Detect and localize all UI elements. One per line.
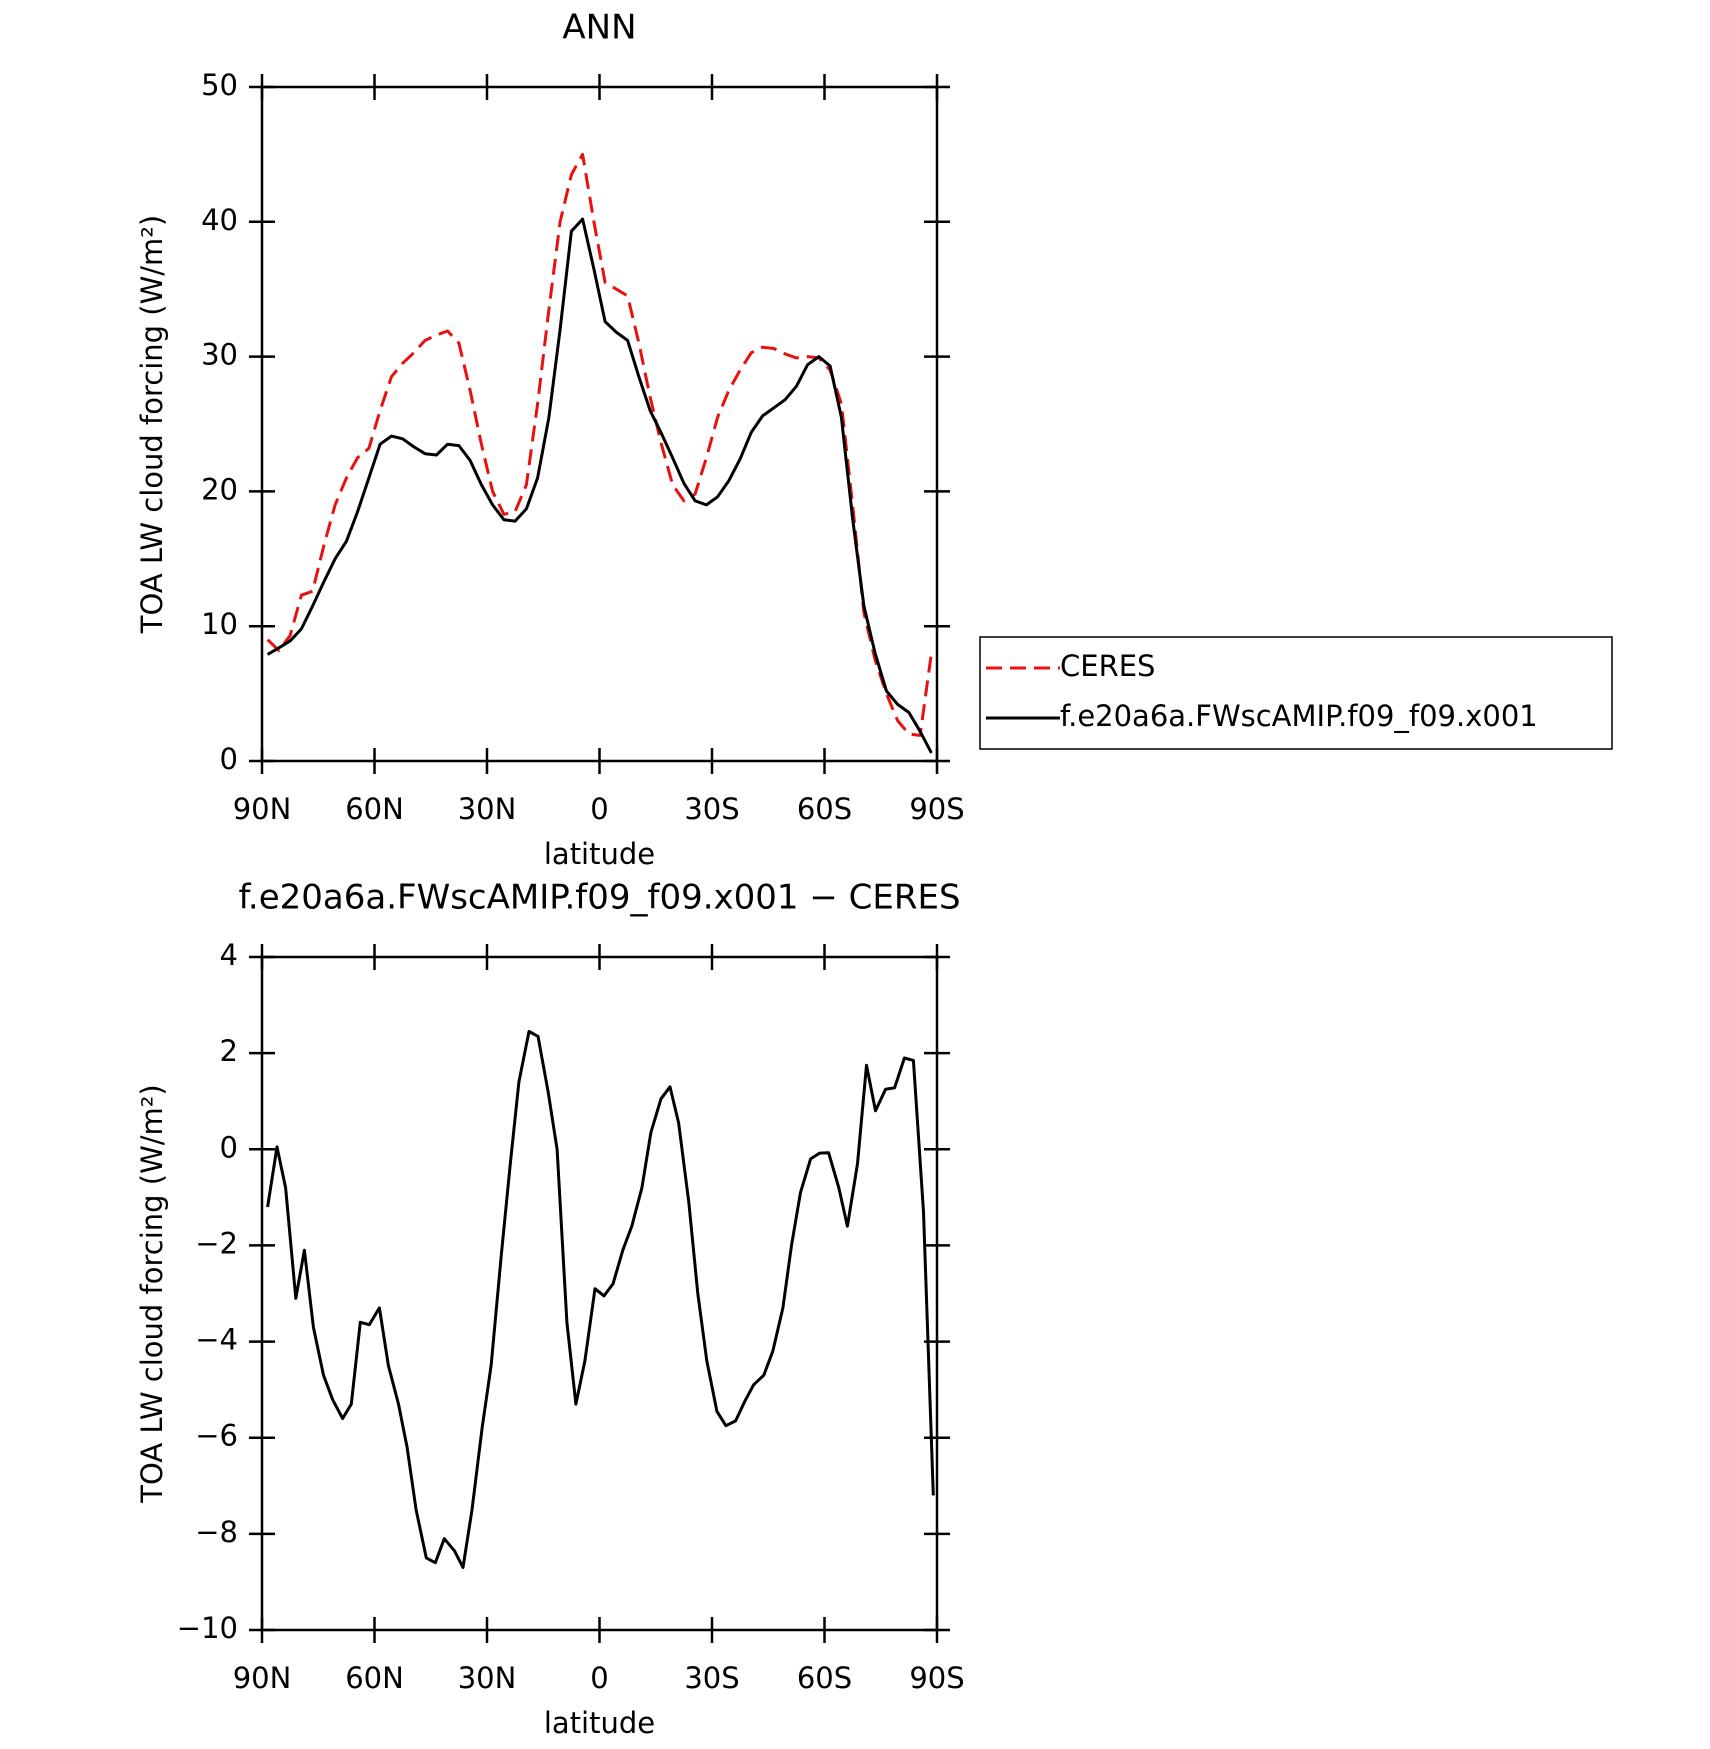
y-tick-label: 0 (220, 742, 238, 776)
x-tick-label: 90S (909, 792, 964, 826)
y-tick-label: 10 (201, 607, 238, 641)
x-tick-label: 60S (797, 792, 852, 826)
x-tick-label: 30S (684, 1661, 739, 1695)
y-tick-label: −10 (177, 1611, 238, 1645)
y-tick-label: 40 (201, 203, 238, 237)
chart-title: f.e20a6a.FWscAMIP.f09_f09.x001 − CERES (238, 878, 960, 918)
legend-label: f.e20a6a.FWscAMIP.f09_f09.x001 (1060, 699, 1538, 733)
x-axis-label: latitude (544, 837, 655, 871)
plot: f.e20a6a.FWscAMIP.f09_f09.x001 − CERES −1… (135, 878, 965, 1741)
x-tick-label: 90S (909, 1661, 964, 1695)
y-tick-label: 0 (220, 1130, 238, 1164)
x-tick-label: 0 (590, 792, 608, 826)
y-axis-label: TOA LW cloud forcing (W/m²) (135, 215, 169, 634)
x-tick-label: 60N (345, 792, 404, 826)
y-tick-label: 20 (201, 472, 238, 506)
y-tick-label: −2 (195, 1226, 238, 1260)
x-tick-label: 60N (345, 1661, 404, 1695)
y-tick-label: 50 (201, 68, 238, 102)
x-tick-label: 30S (684, 792, 739, 826)
y-tick-label: 30 (201, 338, 238, 372)
legend-label: CERES (1060, 649, 1155, 683)
x-tick-label: 90N (233, 1661, 292, 1695)
plot: ANN 0 10 20 30 40 50 90N 60N 30N 0 30S 60S 90S latitud… (135, 8, 1613, 871)
x-tick-label: 30N (458, 1661, 517, 1695)
data-line (266, 152, 933, 737)
x-tick-label: 90N (233, 792, 292, 826)
y-axis-label: TOA LW cloud forcing (W/m²) (135, 1084, 169, 1503)
y-tick-label: −4 (195, 1323, 238, 1357)
chart-title: ANN (562, 8, 636, 48)
x-tick-label: 60S (797, 1661, 852, 1695)
y-tick-label: −8 (195, 1515, 238, 1549)
x-tick-label: 30N (458, 792, 517, 826)
legend-box (979, 636, 1613, 750)
plot-frame (260, 85, 939, 763)
x-axis-label: latitude (544, 1706, 655, 1740)
data-line (266, 1030, 935, 1569)
y-tick-label: 4 (220, 938, 238, 972)
y-tick-label: 2 (220, 1034, 238, 1068)
y-tick-label: −6 (195, 1419, 238, 1453)
data-line (266, 217, 933, 754)
x-tick-label: 0 (590, 1661, 608, 1695)
